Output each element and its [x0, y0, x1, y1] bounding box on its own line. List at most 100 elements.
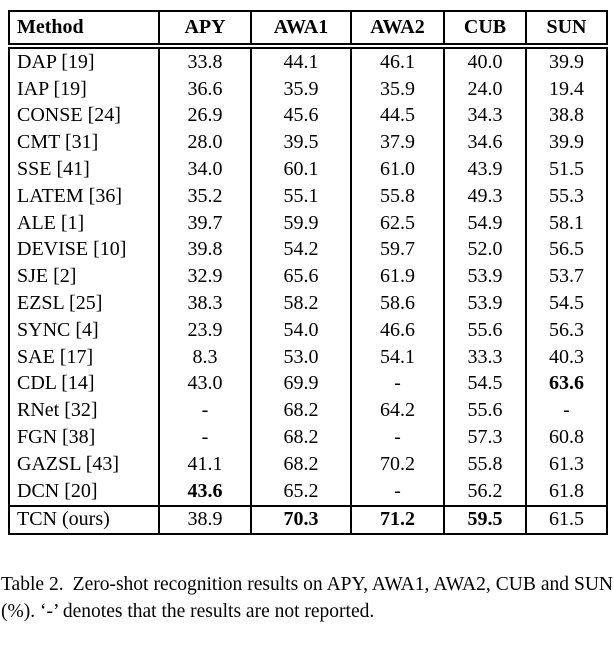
value-cell: 71.2	[350, 504, 445, 535]
value-cell: 35.2	[158, 182, 252, 210]
value-cell: 56.5	[525, 236, 608, 264]
value-cell: 64.2	[350, 397, 445, 425]
caption-label: Table 2.	[1, 574, 64, 595]
table-row: DEVISE [10] 39.8 54.2 59.7 52.0 56.5	[8, 236, 608, 264]
value-cell: 54.0	[250, 316, 352, 344]
value-cell: 39.8	[158, 236, 252, 264]
value-cell: -	[350, 370, 445, 398]
value-cell: 44.5	[350, 102, 445, 130]
value-cell: 59.9	[250, 209, 352, 237]
value-cell: 45.6	[250, 102, 352, 130]
method-cell: RNet [32]	[8, 397, 160, 425]
value-cell: 53.9	[443, 290, 527, 317]
value-cell: 59.5	[443, 504, 527, 535]
value-cell: 55.8	[443, 450, 527, 478]
table-row: GAZSL [43] 41.1 68.2 70.2 55.8 61.3	[8, 450, 608, 478]
value-cell: 38.8	[525, 102, 608, 130]
value-cell: 62.5	[350, 209, 445, 237]
table-row-ours: TCN (ours) 38.9 70.3 71.2 59.5 61.5	[8, 504, 608, 535]
value-cell: 43.6	[158, 477, 252, 506]
table-row: DAP [19] 33.8 44.1 46.1 40.0 39.9	[8, 46, 608, 76]
method-cell: CONSE [24]	[8, 102, 160, 130]
method-cell: GAZSL [43]	[8, 450, 160, 478]
value-cell: 36.6	[158, 75, 252, 103]
value-cell: 61.8	[525, 477, 608, 506]
value-cell: 55.3	[525, 182, 608, 210]
value-cell: 53.9	[443, 263, 527, 291]
table-row: IAP [19] 36.6 35.9 35.9 24.0 19.4	[8, 75, 608, 103]
value-cell: 70.2	[350, 450, 445, 478]
method-cell: ALE [1]	[8, 209, 160, 237]
value-cell: 39.9	[525, 129, 608, 157]
results-table: Method APY AWA1 AWA2 CUB SUN DAP [19] 33.8 44.1…	[8, 10, 608, 536]
table-row: CONSE [24] 26.9 45.6 44.5 34.3 38.8	[8, 102, 608, 130]
table-row: LATEM [36] 35.2 55.1 55.8 49.3 55.3	[8, 182, 608, 210]
table-row: FGN [38] -68.2-57.3 60.8	[8, 424, 608, 451]
method-cell: DCN [20]	[8, 477, 160, 506]
value-cell: 8.3	[158, 343, 252, 371]
value-cell: 39.7	[158, 209, 252, 237]
value-cell: 37.9	[350, 129, 445, 157]
value-cell: 55.6	[443, 316, 527, 344]
value-cell: 24.0	[443, 75, 527, 103]
value-cell: -	[158, 397, 252, 425]
value-cell: 68.2	[250, 397, 352, 425]
value-cell: 63.6	[525, 370, 608, 398]
value-cell: 70.3	[250, 504, 352, 535]
table-row: CMT [31] 28.0 39.5 37.9 34.6 39.9	[8, 129, 608, 157]
value-cell: 19.4	[525, 75, 608, 103]
value-cell: 56.3	[525, 316, 608, 344]
value-cell: 53.0	[250, 343, 352, 371]
value-cell: 32.9	[158, 263, 252, 291]
value-cell: 55.6	[443, 397, 527, 425]
table-row: SYNC [4] 23.9 54.0 46.6 55.6 56.3	[8, 316, 608, 344]
method-cell: SJE [2]	[8, 263, 160, 291]
table-row: RNet [32] -68.2 64.2 55.6-	[8, 397, 608, 425]
method-cell: SAE [17]	[8, 343, 160, 371]
method-cell: DEVISE [10]	[8, 236, 160, 264]
col-header-cub: CUB	[443, 11, 527, 49]
value-cell: 43.0	[158, 370, 252, 398]
value-cell: 35.9	[250, 75, 352, 103]
value-cell: 69.9	[250, 370, 352, 398]
table-row: EZSL [25] 38.3 58.2 58.6 53.9 54.5	[8, 290, 608, 317]
value-cell: 51.5	[525, 156, 608, 183]
method-cell: SYNC [4]	[8, 316, 160, 344]
method-cell: IAP [19]	[8, 75, 160, 103]
col-header-awa1: AWA1	[250, 11, 352, 49]
value-cell: 52.0	[443, 236, 527, 264]
value-cell: 38.3	[158, 290, 252, 317]
value-cell: 55.8	[350, 182, 445, 210]
value-cell: 58.2	[250, 290, 352, 317]
value-cell: -	[350, 477, 445, 506]
value-cell: 65.6	[250, 263, 352, 291]
method-cell: EZSL [25]	[8, 290, 160, 317]
value-cell: 43.9	[443, 156, 527, 183]
header-row: Method APY AWA1 AWA2 CUB SUN	[8, 11, 608, 49]
table-row: SAE [17] 8.3 53.0 54.1 33.3 40.3	[8, 343, 608, 371]
col-header-method: Method	[8, 11, 160, 49]
value-cell: 61.3	[525, 450, 608, 478]
value-cell: 34.0	[158, 156, 252, 183]
value-cell: 23.9	[158, 316, 252, 344]
value-cell: 26.9	[158, 102, 252, 130]
value-cell: 57.3	[443, 424, 527, 451]
value-cell: 35.9	[350, 75, 445, 103]
value-cell: 34.3	[443, 102, 527, 130]
method-cell: CDL [14]	[8, 370, 160, 398]
value-cell: 60.8	[525, 424, 608, 451]
method-cell: SSE [41]	[8, 156, 160, 183]
method-cell: FGN [38]	[8, 424, 160, 451]
col-header-awa2: AWA2	[350, 11, 445, 49]
value-cell: 39.9	[525, 46, 608, 76]
value-cell: 46.6	[350, 316, 445, 344]
value-cell: 33.8	[158, 46, 252, 76]
value-cell: 46.1	[350, 46, 445, 76]
table-body: DAP [19] 33.8 44.1 46.1 40.0 39.9 IAP [19] 36.6…	[8, 46, 608, 535]
value-cell: 34.6	[443, 129, 527, 157]
value-cell: 54.5	[525, 290, 608, 317]
table-row: SJE [2] 32.9 65.6 61.9 53.9 53.7	[8, 263, 608, 291]
value-cell: 68.2	[250, 424, 352, 451]
value-cell: -	[350, 424, 445, 451]
